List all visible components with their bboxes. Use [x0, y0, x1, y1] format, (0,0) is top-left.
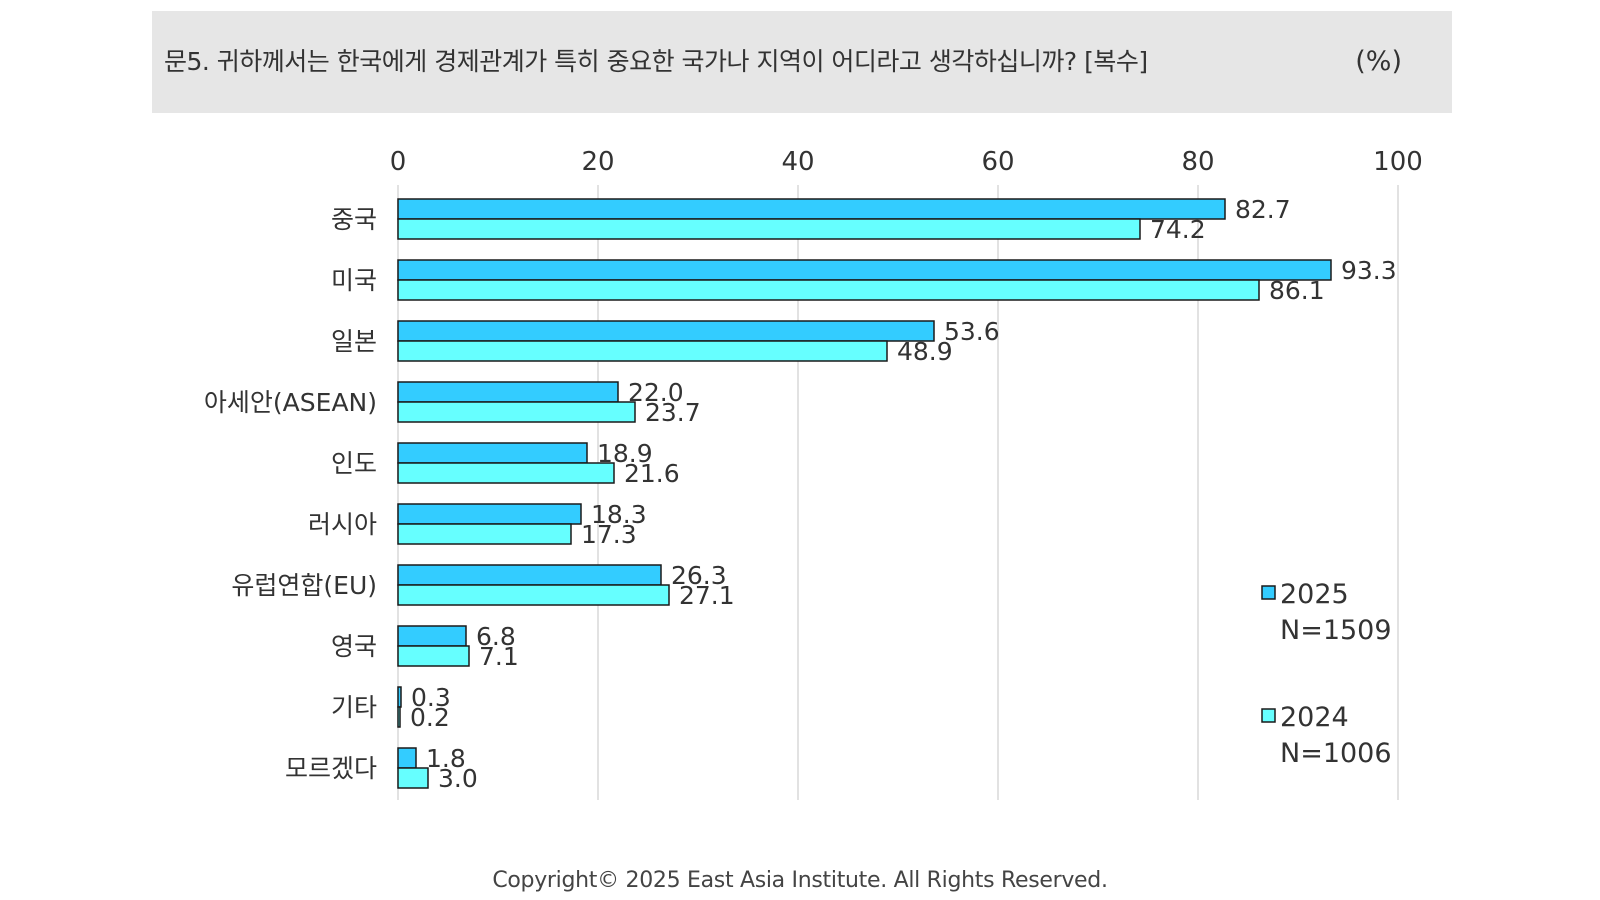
- bar-2025: [397, 625, 467, 647]
- bar-2024: [397, 523, 572, 545]
- data-label: 26.3: [671, 561, 727, 590]
- category-label: 러시아: [308, 510, 377, 539]
- bar-2024: [397, 584, 670, 606]
- legend-label: 2025: [1280, 579, 1349, 610]
- legend-swatch-2024: [1261, 708, 1276, 723]
- question-header: 문5. 귀하께서는 한국에게 경제관계가 특히 중요한 국가나 지역이 어디라고…: [152, 11, 1452, 113]
- data-label: 22.0: [628, 378, 684, 407]
- legend: 2025 N=1509 2024 N=1006: [1261, 579, 1392, 769]
- bar-2025: [397, 320, 935, 342]
- legend-label: 2024: [1280, 702, 1349, 733]
- chart-title: 문5. 귀하께서는 한국에게 경제관계가 특히 중요한 국가나 지역이 어디라고…: [164, 47, 1148, 76]
- unit-label: (%): [1355, 46, 1402, 77]
- copyright-notice: Copyright© 2025 East Asia Institute. All…: [492, 868, 1108, 893]
- category-label: 미국: [331, 266, 377, 295]
- bar-2024: [397, 706, 401, 728]
- bar-2024: [397, 462, 615, 484]
- data-label: 0.2: [410, 703, 450, 732]
- x-tick-label: 80: [1181, 147, 1214, 177]
- x-tick-label: 20: [581, 147, 614, 177]
- category-label: 인도: [331, 449, 377, 478]
- data-label: 0.3: [411, 683, 451, 712]
- category-label: 일본: [331, 327, 377, 356]
- x-axis-ticks: 0 20 40 60 80 100: [390, 147, 1423, 177]
- data-label: 7.1: [479, 642, 519, 671]
- legend-swatch-2025: [1261, 585, 1276, 600]
- bar-2024: [397, 401, 636, 423]
- bar-2024: [397, 645, 470, 667]
- bar-2025: [397, 259, 1332, 281]
- data-label: 23.7: [645, 398, 701, 427]
- data-label: 27.1: [679, 581, 735, 610]
- category-label: 기타: [331, 693, 377, 722]
- data-label: 3.0: [438, 764, 478, 793]
- bar-2025: [397, 198, 1226, 220]
- category-label: 아세안(ASEAN): [204, 388, 377, 417]
- data-label: 86.1: [1269, 276, 1325, 305]
- x-tick-label: 40: [781, 147, 814, 177]
- category-label: 중국: [331, 205, 377, 234]
- bar-2024: [397, 279, 1260, 301]
- data-label: 18.3: [591, 500, 647, 529]
- x-tick-label: 0: [390, 147, 407, 177]
- bar-2025: [397, 442, 588, 464]
- data-label: 6.8: [476, 622, 516, 651]
- data-label: 21.6: [624, 459, 680, 488]
- x-tick-label: 60: [981, 147, 1014, 177]
- data-label: 53.6: [944, 317, 1000, 346]
- data-label: 1.8: [426, 744, 466, 773]
- bar-2025: [397, 503, 582, 525]
- category-label: 유럽연합(EU): [231, 571, 377, 600]
- bar-2024: [397, 218, 1141, 240]
- data-label: 17.3: [581, 520, 637, 549]
- legend-sample-size: N=1006: [1280, 738, 1392, 769]
- bar-2025: [397, 564, 662, 586]
- bar-2025: [397, 686, 402, 708]
- bars: [397, 198, 1332, 789]
- data-label: 74.2: [1150, 215, 1206, 244]
- data-label: 48.9: [897, 337, 953, 366]
- bar-2025: [397, 381, 619, 403]
- x-tick-label: 100: [1373, 147, 1423, 177]
- data-label: 18.9: [597, 439, 653, 468]
- bar-2024: [397, 340, 888, 362]
- category-label: 모르겠다: [285, 754, 377, 783]
- legend-sample-size: N=1509: [1280, 615, 1392, 646]
- data-label: 82.7: [1235, 195, 1291, 224]
- data-labels: 82.7 74.2 93.3 86.1 53.648.9 22.023.7 18.921.6…: [410, 195, 1397, 793]
- data-label: 93.3: [1341, 256, 1397, 285]
- bar-2024: [397, 767, 429, 789]
- category-label: 영국: [331, 632, 377, 661]
- bar-2025: [397, 747, 417, 769]
